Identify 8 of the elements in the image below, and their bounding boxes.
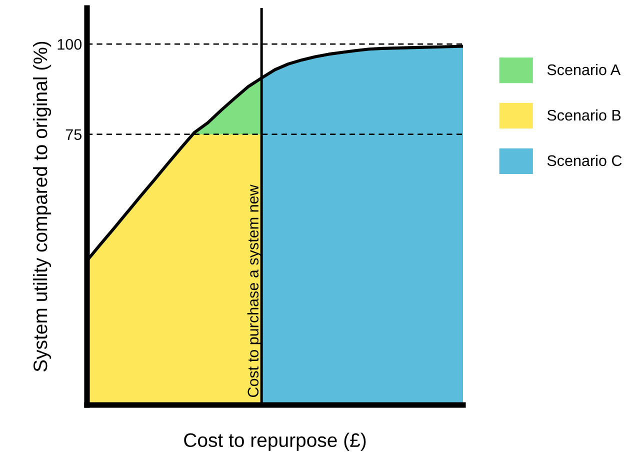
legend-label: Scenario C xyxy=(547,154,622,166)
y-tick-label: 100 xyxy=(58,38,82,50)
legend-label: Scenario A xyxy=(547,64,621,76)
text: Cost to purchase a system new xyxy=(247,184,262,398)
x-axis-title: Cost to repurpose (£) xyxy=(184,432,366,451)
legend-label: Scenario B xyxy=(547,109,621,121)
y-tick-label: 75 xyxy=(66,129,82,140)
y-axis-title: System utility compared to original (%) xyxy=(32,42,52,372)
